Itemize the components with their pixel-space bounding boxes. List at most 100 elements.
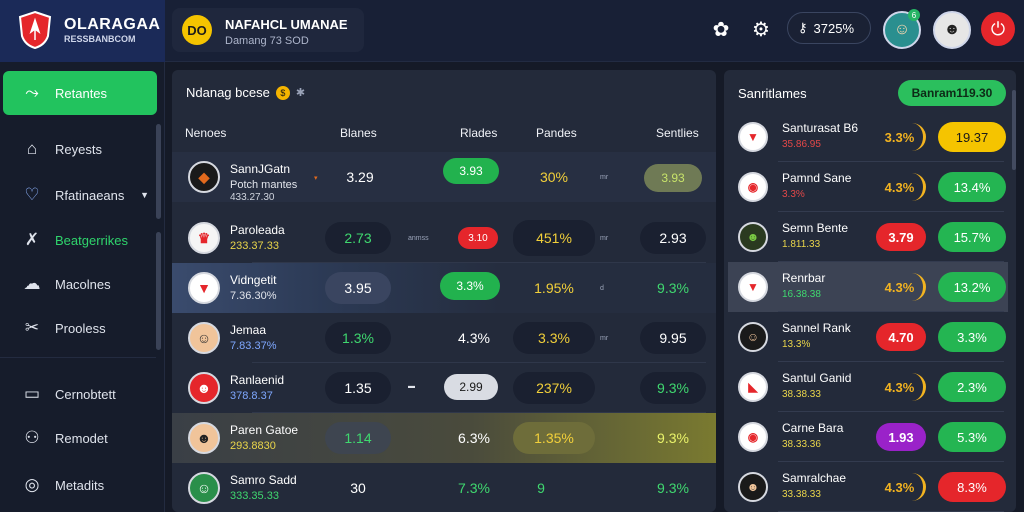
panel-title-text: Ndanag bcese [186,85,270,100]
league-title: NAFAHCL UMANAE [225,17,348,32]
cell-sentlies[interactable]: 9.3% [657,280,689,296]
avatar-badge: 6 [908,9,920,21]
table-row[interactable]: ▼ Vidngetit 7.36.30% 3.95 3.3% 1.95% d 9… [172,263,716,313]
team-sub: 378.8.37 [230,390,273,402]
cell-rlades[interactable]: 2.99 [444,374,498,400]
cell-pandes[interactable]: 9 [537,480,545,496]
table-row[interactable]: ◆ SannJGatn Potch mantes 433.27.30 ▾ 3.2… [172,152,716,203]
sidebar-scrollbar-lower[interactable] [156,232,161,350]
standings-row[interactable]: ▼ Renrbar 16.38.38 4.3% 13.2% [728,262,1008,312]
balance-display[interactable]: ⚷ 3725% [787,12,871,44]
odds-value[interactable]: 8.3% [938,472,1006,502]
gear-icon[interactable]: ✿ [712,18,730,41]
column-header-sentlies[interactable]: Sentlies [656,126,699,140]
sidebar-item-retantes[interactable]: ⤳ Retantes [3,71,157,115]
sidebar-item-beatgerrikes[interactable]: ✗ Beatgerrikes [3,218,157,262]
power-icon[interactable]: ⏻ [981,12,1015,46]
win-percent[interactable]: 4.3% [876,173,926,201]
team-sub: 1.811.33 [782,239,821,250]
cell-sentlies[interactable]: 9.3% [640,372,706,404]
cell-sentlies[interactable]: 3.93 [644,164,702,192]
sidebar-item-metadits[interactable]: ◎ Metadits [3,463,157,507]
table-row[interactable]: ☻ Paren Gatoe 293.8830 1.14 6.3% 1.35% 9… [172,413,716,463]
row-divider [778,211,1004,212]
cell-blanes[interactable]: 30 [350,480,366,496]
odds-value[interactable]: 2.3% [938,372,1006,402]
sidebar-scrollbar[interactable] [156,124,161,219]
table-row[interactable]: ♛ Paroleada 233.37.33 2.73 anmss 3.10 45… [172,213,716,263]
key-icon: ⚷ [798,20,808,35]
cell-rlades[interactable]: 7.3% [458,480,490,496]
odds-tag: mr [600,335,609,342]
odds-value[interactable]: 13.2% [938,272,1006,302]
standings-row[interactable]: ☻ Semn Bente 1.811.33 3.79 15.7% [728,212,1008,262]
sparkle-icon: ✱ [295,87,306,99]
cell-rlades[interactable]: 3.93 [443,158,499,184]
cell-sentlies[interactable]: 2.93 [640,222,706,254]
odds-value[interactable]: 13.4% [938,172,1006,202]
table-row[interactable]: ☻ Ranlaenid 378.8.37 1.35 ▬ 2.99 237% 9.… [172,363,716,413]
sidebar-item-remodet[interactable]: ⚇ Remodet [3,416,157,460]
cell-blanes[interactable]: 3.95 [325,272,391,304]
row-divider [252,412,706,413]
sidebar-item-prooless[interactable]: ✂ Prooless [3,306,157,350]
win-percent[interactable]: 3.79 [876,223,926,251]
cell-blanes[interactable]: 1.14 [325,422,391,454]
cell-pandes[interactable]: 30% [539,169,569,185]
sidebar-item-rfatinaeans[interactable]: ♡ Rfatinaeans ▼ [3,173,157,217]
settings-icon[interactable]: ⚙ [752,18,770,41]
sidebar-item-cernobtett[interactable]: ▭ Cernobtett [3,372,157,416]
cell-rlades[interactable]: 6.3% [458,430,490,446]
cell-blanes[interactable]: 1.3% [325,322,391,354]
cell-blanes[interactable]: 2.73 [325,222,391,254]
win-percent[interactable]: 4.3% [876,273,926,301]
brand-block[interactable]: OLARAGAA RESSBANBCOM [0,0,165,62]
cell-rlades[interactable]: 3.3% [440,272,500,300]
player-avatar[interactable]: ☻ [933,11,971,49]
sidebar-item-reyests[interactable]: ⌂ Reyests [3,127,157,171]
cell-sentlies[interactable]: 9.3% [657,430,689,446]
standings-row[interactable]: ◉ Pamnd Sane 3.3% 4.3% 13.4% [728,162,1008,212]
standings-row[interactable]: ☺ Sannel Rank 13.3% 4.70 3.3% [728,312,1008,362]
win-percent[interactable]: 1.93 [876,423,926,451]
cell-sentlies[interactable]: 9.95 [640,322,706,354]
win-percent[interactable]: 4.3% [876,373,926,401]
odds-value[interactable]: 19.37 [938,122,1006,152]
column-header-rlades[interactable]: Rlades [460,126,498,140]
team-crest: ☻ [188,372,220,404]
win-percent[interactable]: 3.3% [876,123,926,151]
cell-sentlies[interactable]: 9.3% [657,480,689,496]
column-header-pandes[interactable]: Pandes [536,126,577,140]
sidebar-item-label: Prooless [55,320,106,336]
win-percent[interactable]: 4.3% [876,473,926,501]
cell-rlades[interactable]: 4.3% [458,330,490,346]
standings-row[interactable]: ◉ Carne Bara 38.33.36 1.93 5.3% [728,412,1008,462]
standings-row[interactable]: ▼ Santurasat B6 35.86.95 3.3% 19.37 [728,112,1008,162]
side-scrollbar[interactable] [1012,90,1016,170]
cell-pandes[interactable]: 3.3% [513,322,595,354]
column-header-nenoes[interactable]: Nenoes [185,126,227,140]
cell-blanes[interactable]: 1.35 [325,372,391,404]
chevron-down-icon[interactable]: ▼ [140,190,149,200]
sidebar-item-macolnes[interactable]: ☁ Macolnes [3,262,157,306]
team-sub: 33.38.33 [782,489,821,500]
cell-pandes[interactable]: 451% [513,220,595,256]
column-header-blanes[interactable]: Blanes [340,126,377,140]
cell-rlades[interactable]: 3.10 [458,227,498,249]
standings-row[interactable]: ◣ Santul Ganid 38.38.33 4.3% 2.3% [728,362,1008,412]
row-divider [778,411,1004,412]
banram-button[interactable]: Banram119.30 [898,80,1006,106]
table-row[interactable]: ☺ Samro Sadd 333.35.33 30 7.3% 9 9.3% [172,463,716,512]
table-row[interactable]: ☺ Jemaa 7.83.37% 1.3% 4.3% 3.3% mr 9.95 [172,313,716,363]
league-selector[interactable]: DO NAFAHCL UMANAE Damang 73 SOD [172,8,364,52]
cell-pandes[interactable]: 237% [513,372,595,404]
odds-value[interactable]: 5.3% [938,422,1006,452]
standings-row[interactable]: ☻ Samralchae 33.38.33 4.3% 8.3% [728,462,1008,512]
win-percent[interactable]: 4.70 [876,323,926,351]
cell-pandes[interactable]: 1.35% [513,422,595,454]
cell-blanes[interactable]: 3.29 [346,169,374,185]
team-crest: ☻ [188,422,220,454]
odds-value[interactable]: 15.7% [938,222,1006,252]
cell-pandes[interactable]: 1.95% [534,280,574,296]
odds-value[interactable]: 3.3% [938,322,1006,352]
